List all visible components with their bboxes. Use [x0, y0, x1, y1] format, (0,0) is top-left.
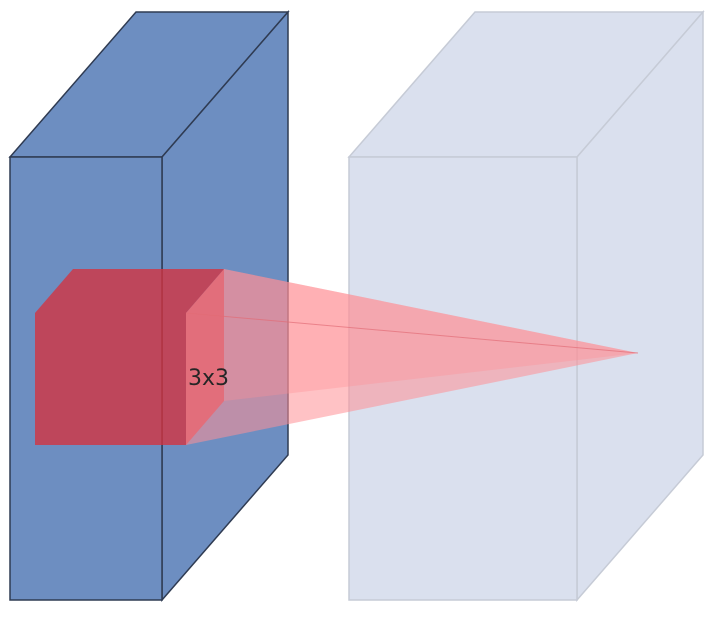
projection-upper — [186, 269, 638, 353]
projection-cone — [185, 269, 639, 445]
kernel-front-face — [35, 313, 186, 445]
kernel-top-face — [35, 269, 224, 313]
projection-edge-line — [185, 312, 639, 354]
kernel-size-label: 3x3 — [188, 366, 229, 391]
projection-lower — [186, 313, 638, 445]
